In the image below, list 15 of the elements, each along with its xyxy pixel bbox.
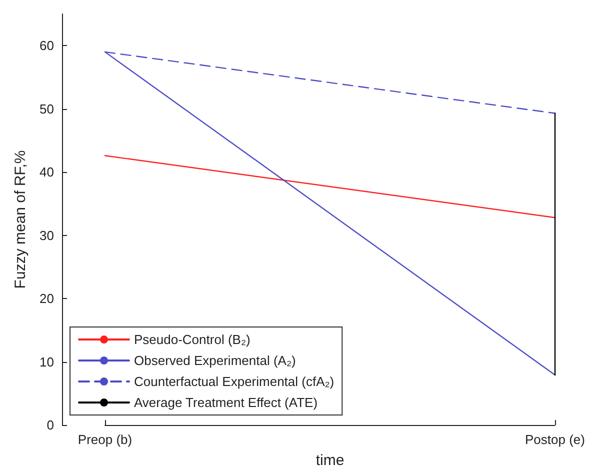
- y-tick-label: 0: [46, 418, 54, 432]
- legend-label: Average Treatment Effect (ATE): [134, 395, 318, 410]
- y-tick-label: 30: [40, 228, 54, 243]
- x-tick-label: Postop (e): [525, 432, 585, 447]
- x-axis-title: time: [316, 452, 344, 469]
- y-tick-label: 50: [40, 101, 54, 116]
- legend-label: Observed Experimental (A₂): [134, 353, 296, 368]
- y-tick-label: 60: [40, 38, 54, 54]
- legend-label: Counterfactual Experimental (cfA₂): [134, 374, 334, 389]
- y-tick-label: 10: [40, 354, 54, 370]
- y-tick-label: 40: [40, 164, 54, 180]
- y-tick-label: 20: [40, 291, 54, 306]
- legend-label: Pseudo-Control (B₂): [134, 332, 250, 347]
- x-tick-label: Preop (b): [78, 432, 132, 447]
- y-axis-title: Fuzzy mean of RF,%: [12, 150, 29, 289]
